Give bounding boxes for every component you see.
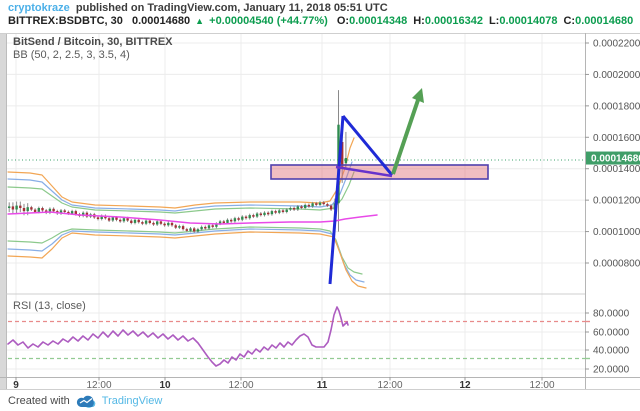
change-up-arrow-icon: ▲ [195,16,205,26]
svg-text:9: 9 [13,380,19,390]
ohlc-item: H:0.00016342 [413,15,483,27]
symbol-line: BITTREX:BSDBTC, 30 0.00014680 ▲ +0.00004… [8,15,633,27]
time-axis[interactable]: 9 12:00 10 12:00 11 12:00 12 12:00 [13,377,555,390]
ohlc-item: O:0.00014348 [336,15,408,27]
current-price-label [586,151,640,165]
price-change: +0.00004540 (+44.77%) [209,15,328,27]
tradingview-logo-icon[interactable] [76,394,96,408]
pane-borders [0,33,640,390]
left-toolbar-strip[interactable] [0,33,7,389]
svg-text:12:00: 12:00 [228,380,253,390]
author-link[interactable]: cryptokraze [8,2,70,14]
svg-text:40.0000: 40.0000 [593,346,630,357]
svg-text:12:00: 12:00 [86,380,111,390]
svg-text:11: 11 [317,380,328,390]
footer-attribution: Created with TradingView [8,394,162,408]
publish-info: published on TradingView.com, January 11… [75,2,388,14]
svg-text:0.00014680: 0.00014680 [591,154,640,165]
highlight-zone-rectangle[interactable] [270,164,489,180]
ohlc-values: O:0.00014348 H:0.00016342 L:0.00014078 C:0.… [331,15,633,27]
svg-text:12:00: 12:00 [529,380,554,390]
publish-line: cryptokraze published on TradingView.com… [8,2,388,14]
svg-text:12:00: 12:00 [377,380,402,390]
rsi-line [7,306,349,367]
svg-text:20.0000: 20.0000 [593,365,630,376]
gridlines [7,34,585,377]
svg-text:10: 10 [159,380,171,390]
bb-basis-line [7,211,378,225]
svg-text:80.0000: 80.0000 [593,309,630,320]
svg-text:12: 12 [459,380,471,390]
tradingview-link[interactable]: TradingView [101,395,163,407]
ohlc-item: L:0.00014078 [488,15,558,27]
triangle-and-arrow-drawings[interactable] [328,88,424,285]
created-with-label: Created with [8,395,70,407]
symbol-title: BITTREX:BSDBTC, 30 [8,15,123,27]
ohlc-item: C:0.00014680 [563,15,634,27]
last-price: 0.00014680 [131,15,191,27]
svg-text:60.0000: 60.0000 [593,328,630,339]
arrow-head [412,88,424,103]
candles-layer [8,90,348,233]
